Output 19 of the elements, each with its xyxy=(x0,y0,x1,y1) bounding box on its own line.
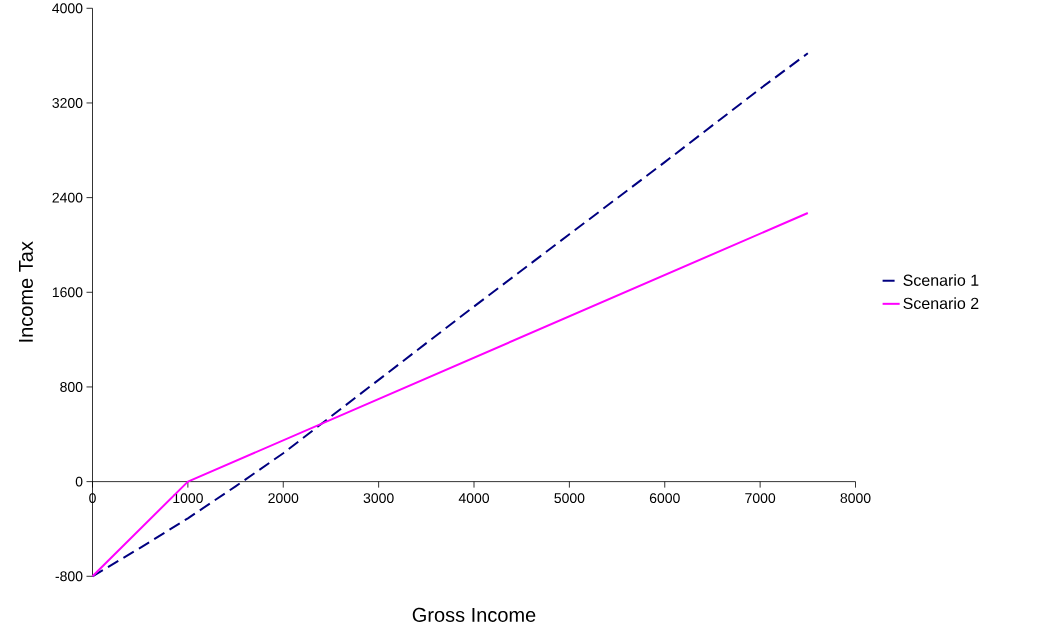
y-tick-label: -800 xyxy=(55,571,83,582)
y-tick-label: 800 xyxy=(60,381,83,392)
x-tick-label: 3000 xyxy=(363,493,394,503)
y-tick-label: 4000 xyxy=(52,3,83,14)
x-tick-label: 8000 xyxy=(840,493,871,503)
y-tick-label: 3200 xyxy=(52,97,83,108)
legend-label: Scenario 1 xyxy=(903,274,979,286)
y-tick-label: 1600 xyxy=(52,287,83,298)
y-axis-title: Income Tax xyxy=(19,241,33,342)
y-tick-label: 2400 xyxy=(52,192,83,203)
x-axis-title: Gross Income xyxy=(412,607,536,622)
x-tick-label: 6000 xyxy=(649,493,680,503)
x-tick-label: 1000 xyxy=(173,493,203,503)
x-tick-label: 2000 xyxy=(268,493,299,503)
x-tick-label: 5000 xyxy=(554,493,585,503)
x-tick-label: 7000 xyxy=(745,493,776,503)
legend-label: Scenario 2 xyxy=(903,297,979,309)
y-tick-label: 0 xyxy=(75,476,83,487)
x-tick-label: 4000 xyxy=(458,493,490,503)
